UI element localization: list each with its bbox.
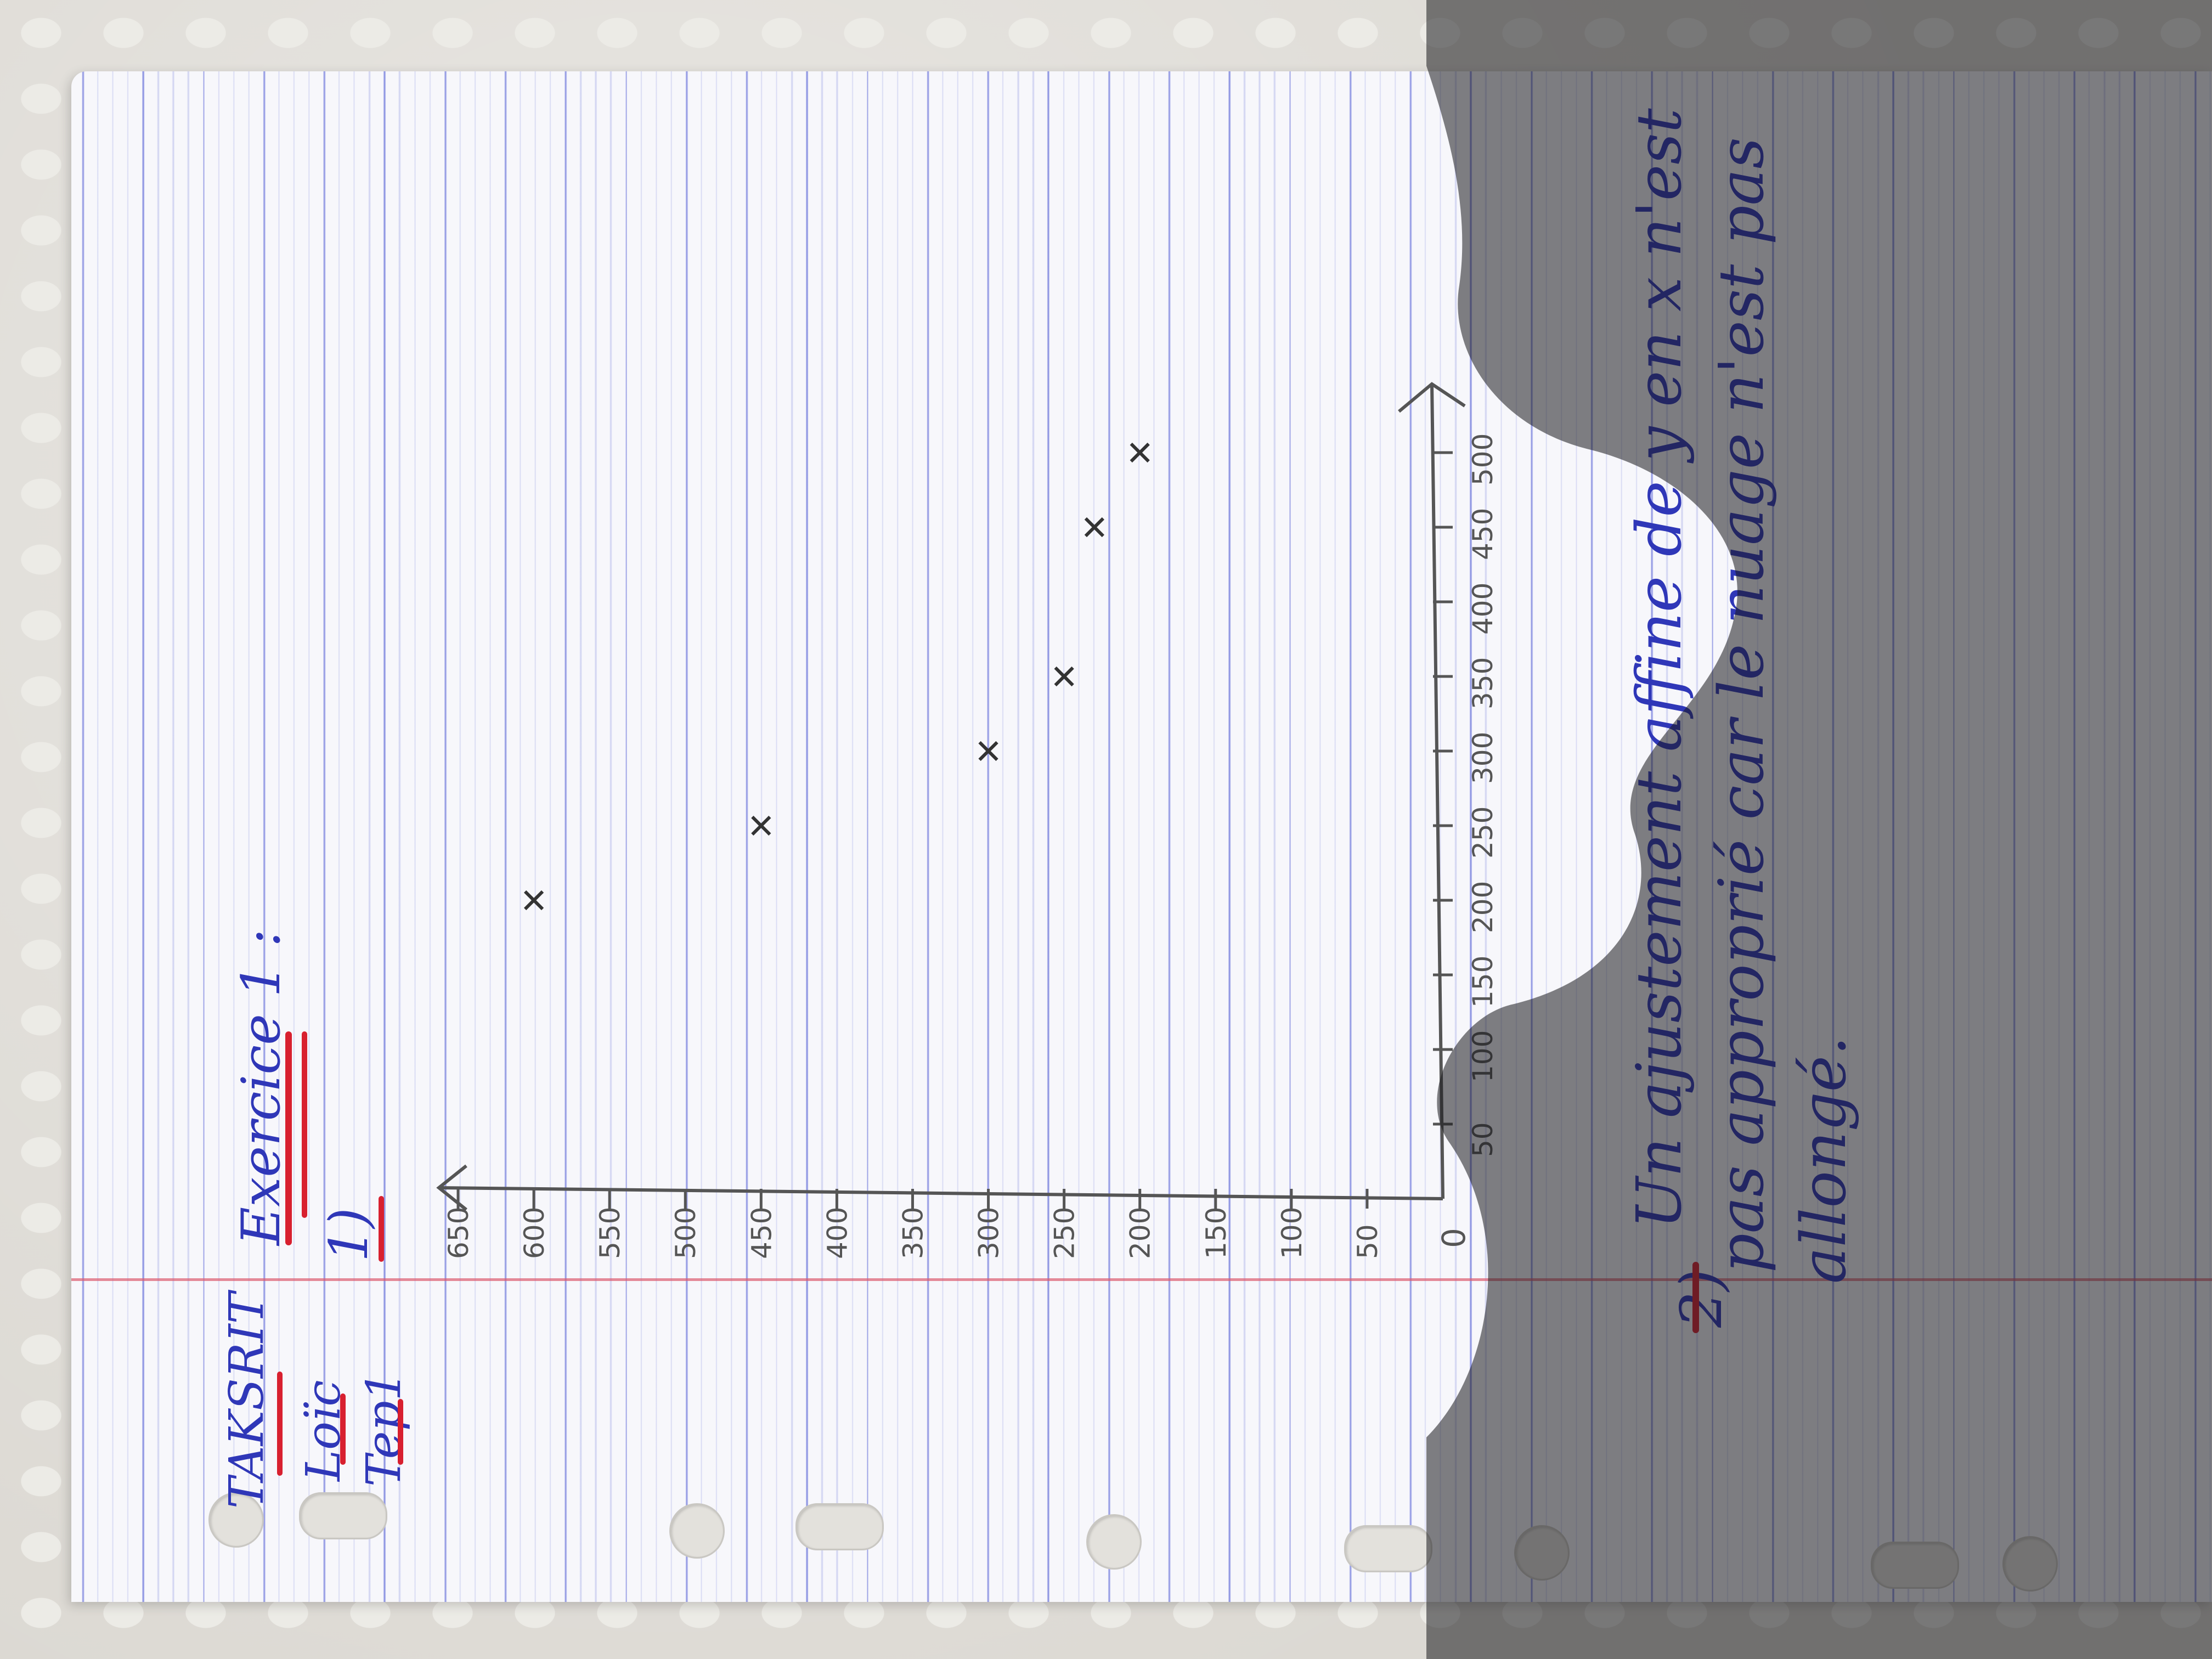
x-tick-label: 450 <box>1467 508 1499 560</box>
x-tick-label: 250 <box>1467 806 1499 859</box>
data-point-cross <box>980 742 997 760</box>
answer-line-3: allongé. <box>1788 1036 1860 1284</box>
y-tick-label: 300 <box>973 1207 1005 1259</box>
origin-label: 0 <box>1435 1228 1472 1248</box>
x-tick-label: 300 <box>1467 732 1499 784</box>
x-tick-label: 200 <box>1467 881 1499 933</box>
y-tick-label: 500 <box>670 1207 702 1259</box>
answer-line-1: Un ajustement affine de y en x n'est <box>1624 108 1695 1229</box>
y-tick-label: 400 <box>821 1207 853 1259</box>
y-tick-label: 450 <box>746 1207 777 1259</box>
x-tick-label: 400 <box>1467 583 1499 635</box>
y-tick-label: 600 <box>518 1207 550 1259</box>
data-point-cross <box>1086 518 1103 536</box>
x-tick-label: 100 <box>1467 1030 1499 1082</box>
data-point-cross <box>752 817 770 834</box>
y-tick-label: 350 <box>897 1207 929 1259</box>
x-tick-label: 500 <box>1467 433 1499 486</box>
question-2-number: 2) <box>1668 1269 1735 1328</box>
y-tick-label: 550 <box>594 1207 626 1259</box>
data-point-cross <box>1131 444 1149 461</box>
y-tick-label: 50 <box>1352 1224 1384 1259</box>
data-point-cross <box>1056 668 1073 685</box>
y-tick-label: 100 <box>1276 1207 1308 1259</box>
x-tick-label: 150 <box>1467 956 1499 1008</box>
data-point-cross <box>525 891 543 909</box>
x-tick-label: 350 <box>1467 657 1499 709</box>
x-axis <box>1432 384 1443 1199</box>
y-tick-label: 250 <box>1049 1207 1081 1259</box>
x-tick-label: 50 <box>1467 1122 1499 1157</box>
y-tick-label: 650 <box>443 1207 475 1259</box>
answer-line-2: pas approprié car le nuage n'est pas <box>1706 137 1778 1273</box>
y-tick-label: 200 <box>1125 1207 1156 1259</box>
question-2-underline <box>1692 1262 1699 1333</box>
y-tick-label: 150 <box>1200 1207 1232 1259</box>
